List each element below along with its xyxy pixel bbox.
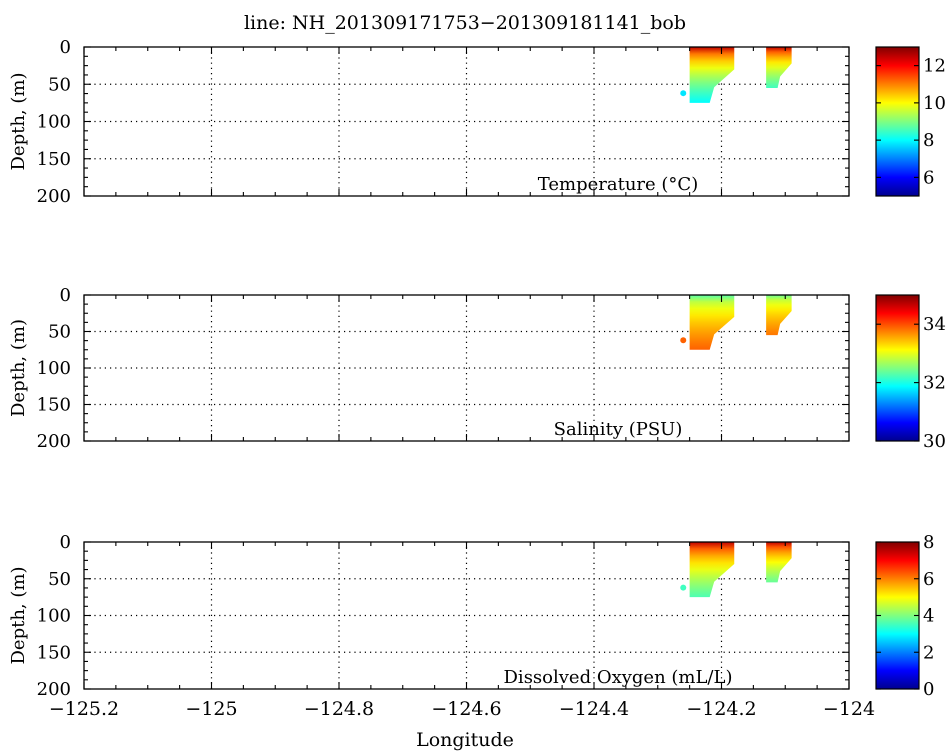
figure-title: line: NH_201309171753−201309181141_bob	[244, 12, 686, 34]
y-tick-label: 0	[60, 285, 71, 306]
x-tick-label: −124.8	[304, 698, 374, 720]
colorbar-tick-label: 6	[923, 569, 934, 590]
y-tick-label: 200	[37, 431, 71, 452]
colorbar-tick-label: 0	[923, 679, 934, 700]
variable-label: Temperature (°C)	[538, 174, 698, 195]
colorbar-tick-label: 8	[923, 532, 934, 553]
colorbar-tick-label: 6	[923, 167, 934, 188]
data-profile	[689, 542, 735, 598]
colorbar-tick-label: 32	[923, 373, 946, 394]
colorbar-tick-label: 4	[923, 606, 934, 627]
colorbar-tick-label: 2	[923, 642, 934, 663]
data-profile	[766, 542, 792, 583]
colorbar-scale	[875, 541, 920, 690]
y-axis-label: Depth, (m)	[8, 73, 29, 171]
y-tick-label: 0	[60, 37, 71, 58]
x-tick-label: −124.4	[559, 698, 629, 720]
panel-dissolved-oxygen: 0 50 100 150 200 Depth, (m) Dissolved Oxygen (…	[8, 532, 934, 720]
colorbar-tick-label: 10	[923, 93, 946, 114]
x-tick-label: −124.2	[686, 698, 756, 720]
colorbar: 34 32 30	[875, 294, 946, 452]
y-tick-label: 50	[48, 322, 71, 343]
y-tick-label: 200	[37, 186, 71, 207]
variable-label: Salinity (PSU)	[554, 419, 683, 440]
colorbar-tick-label: 34	[923, 314, 946, 335]
data-profile	[766, 295, 792, 336]
colorbar-scale	[875, 46, 920, 197]
colorbar-tick-label: 12	[923, 56, 946, 77]
colorbar-tick-label: 8	[923, 130, 934, 151]
y-tick-label: 200	[37, 679, 71, 700]
x-tick-label: −125.2	[49, 698, 119, 720]
data-point	[680, 90, 687, 97]
y-tick-label: 150	[37, 395, 71, 416]
y-tick-label: 100	[37, 112, 71, 133]
y-axis-label: Depth, (m)	[8, 319, 29, 417]
y-tick-label: 100	[37, 358, 71, 379]
y-tick-label: 50	[48, 74, 71, 95]
colorbar-tick-label: 30	[923, 431, 946, 452]
colorbar: 8 6 4 2 0	[875, 532, 934, 700]
data-profile	[689, 295, 735, 350]
y-tick-label: 100	[37, 606, 71, 627]
x-tick-label: −124.6	[431, 698, 501, 720]
y-tick-label: 0	[60, 532, 71, 553]
panel-temperature: 0 50 100 150 200 Depth, (m) Temperature (°C) 12…	[8, 37, 946, 207]
data-point	[680, 337, 687, 344]
data-profile	[689, 47, 735, 103]
panel-salinity: 0 50 100 150 200 Depth, (m) Salinity (PSU) 34 32…	[8, 285, 946, 452]
data-point	[680, 584, 687, 591]
y-tick-label: 150	[37, 149, 71, 170]
colorbar-scale	[875, 294, 920, 442]
y-axis-label: Depth, (m)	[8, 567, 29, 665]
x-axis-label: Longitude	[416, 729, 514, 751]
variable-label: Dissolved Oxygen (mL/L)	[504, 667, 733, 688]
y-tick-label: 50	[48, 569, 71, 590]
colorbar: 12 10 8 6	[875, 46, 946, 197]
x-tick-label: −125	[185, 698, 237, 720]
data-profile	[766, 47, 792, 88]
y-tick-label: 150	[37, 642, 71, 663]
x-tick-label: −124	[823, 698, 875, 720]
